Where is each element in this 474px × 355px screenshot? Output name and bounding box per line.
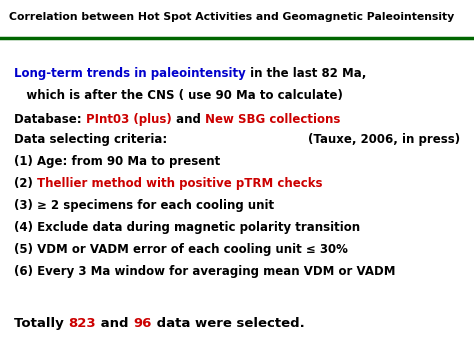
Text: 96: 96 [133,317,152,330]
Text: (6) Every 3 Ma window for averaging mean VDM or VADM: (6) Every 3 Ma window for averaging mean… [14,265,396,278]
Text: (3) ≥ 2 specimens for each cooling unit: (3) ≥ 2 specimens for each cooling unit [14,199,274,212]
Text: PInt03 (plus): PInt03 (plus) [86,113,172,126]
Text: Correlation between Hot Spot Activities and Geomagnetic Paleointensity: Correlation between Hot Spot Activities … [9,12,455,22]
Text: (2): (2) [14,177,37,190]
Text: data were selected.: data were selected. [152,317,304,330]
Text: Data selecting criteria:: Data selecting criteria: [14,133,167,146]
Text: 823: 823 [69,317,96,330]
Text: New SBG collections: New SBG collections [205,113,340,126]
Text: Totally: Totally [14,317,69,330]
Text: in the last 82 Ma,: in the last 82 Ma, [246,67,366,80]
Text: (1) Age: from 90 Ma to present: (1) Age: from 90 Ma to present [14,155,220,168]
Text: Database:: Database: [14,113,86,126]
Text: (5) VDM or VADM error of each cooling unit ≤ 30%: (5) VDM or VADM error of each cooling un… [14,243,348,256]
Text: (4) Exclude data during magnetic polarity transition: (4) Exclude data during magnetic polarit… [14,221,360,234]
Text: Long-term trends in paleointensity: Long-term trends in paleointensity [14,67,246,80]
Text: and: and [96,317,133,330]
Text: which is after the CNS ( use 90 Ma to calculate): which is after the CNS ( use 90 Ma to ca… [14,89,343,102]
Text: (Tauxe, 2006, in press): (Tauxe, 2006, in press) [308,133,460,146]
Text: Thellier method with positive pTRM checks: Thellier method with positive pTRM check… [37,177,323,190]
Text: and: and [172,113,205,126]
